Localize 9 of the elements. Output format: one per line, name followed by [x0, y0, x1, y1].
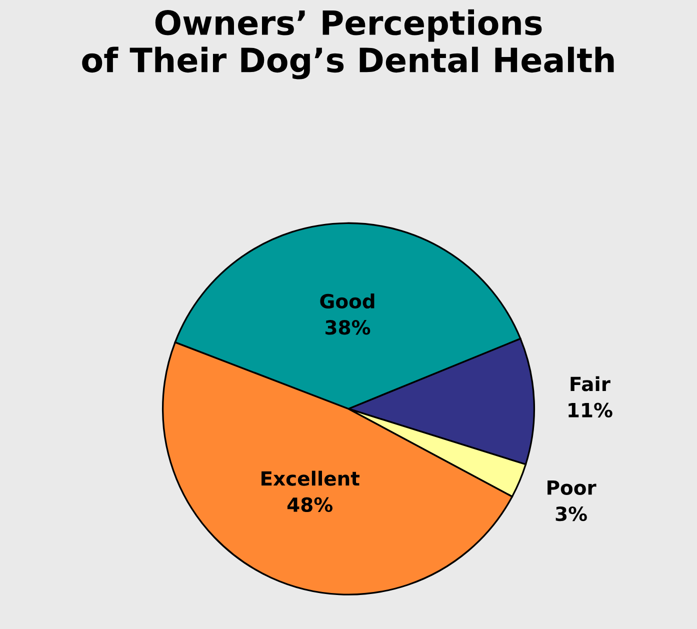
data-label: 48% [287, 497, 332, 512]
data-label: 11% [568, 402, 612, 418]
slice-label: Poor [548, 480, 596, 495]
slice-label: Good [320, 293, 374, 309]
slice-label: Excellent [262, 470, 360, 486]
data-label: 38% [326, 320, 370, 335]
data-label: 3% [556, 506, 587, 522]
chart-title: Owners’ Perceptions of Their Dog’s Dental Health [82, 9, 614, 80]
slice-label: Fair [570, 376, 610, 392]
